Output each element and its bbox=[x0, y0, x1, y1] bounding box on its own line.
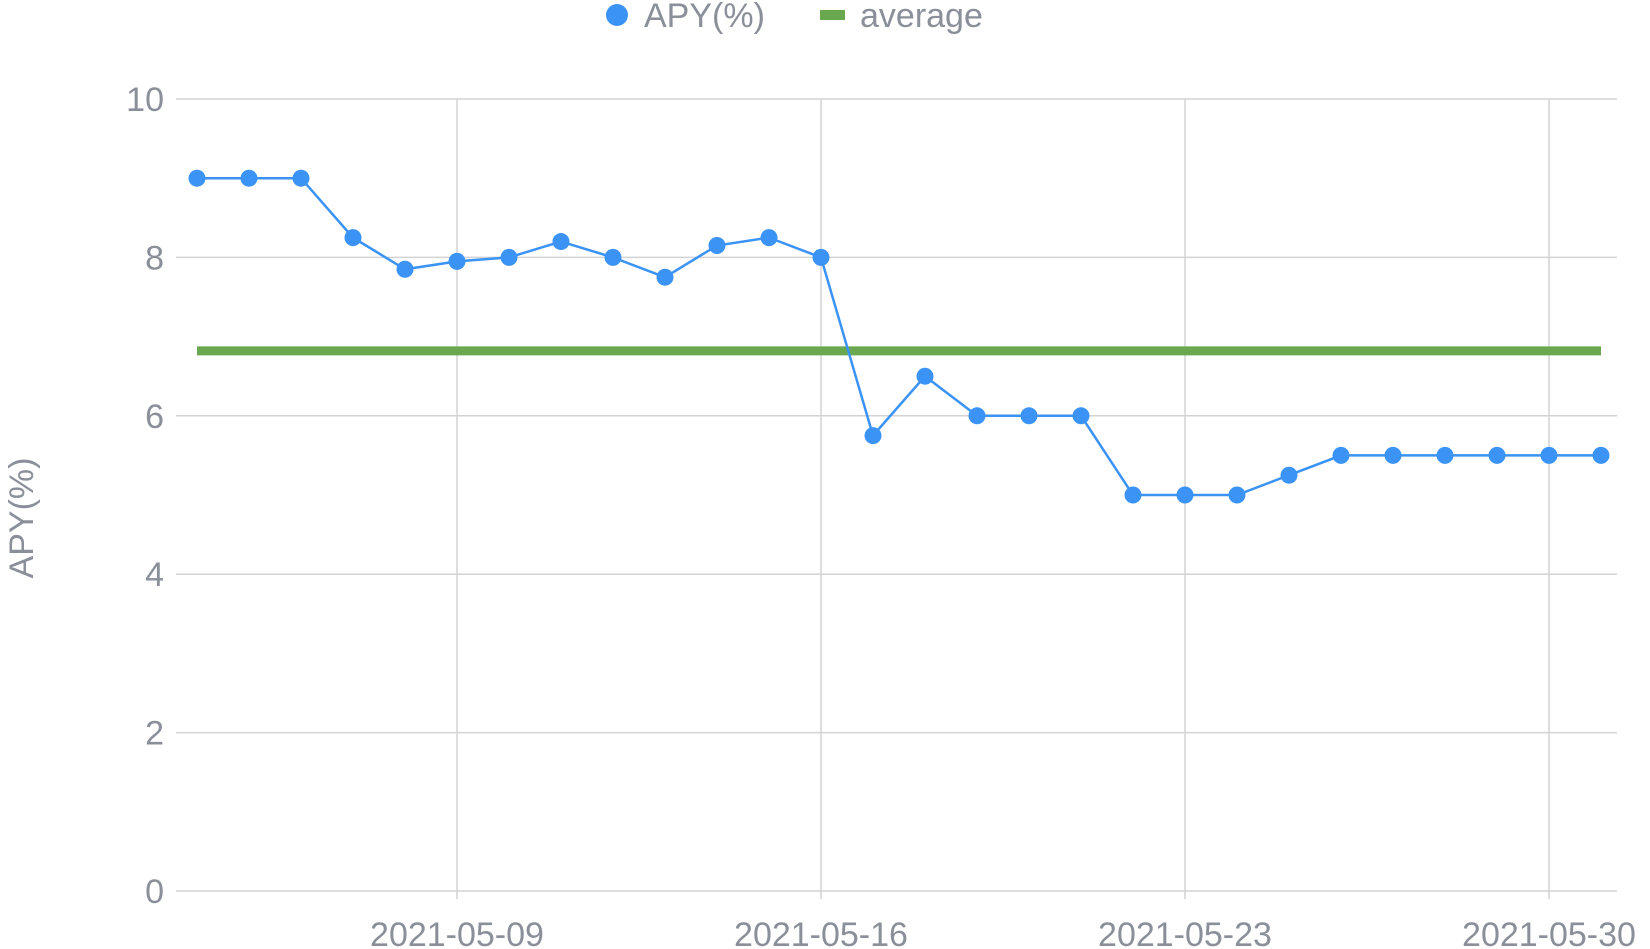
y-tick-label: 2 bbox=[145, 715, 164, 753]
apy-point bbox=[760, 229, 778, 247]
apy-point bbox=[1124, 486, 1142, 504]
x-tick-label: 2021-05-16 bbox=[734, 916, 908, 949]
y-tick-label: 6 bbox=[145, 398, 164, 436]
legend-average-label: average bbox=[860, 0, 983, 35]
apy-point bbox=[240, 169, 258, 187]
apy-point bbox=[1332, 446, 1350, 464]
apy-point bbox=[812, 248, 830, 266]
apy-point bbox=[292, 169, 310, 187]
apy-point bbox=[1592, 446, 1610, 464]
y-tick-label: 8 bbox=[145, 239, 164, 277]
apy-point bbox=[1540, 446, 1558, 464]
apy-point bbox=[1488, 446, 1506, 464]
y-tick-label: 10 bbox=[126, 81, 164, 119]
apy-point bbox=[916, 367, 934, 385]
apy-line bbox=[197, 176, 1601, 497]
apy-point bbox=[500, 248, 518, 266]
apy-point bbox=[1384, 446, 1402, 464]
x-tick-label: 2021-05-23 bbox=[1098, 916, 1272, 949]
legend-apy-label: APY(%) bbox=[644, 0, 765, 35]
legend: APY(%) average bbox=[606, 0, 983, 35]
x-gridlines bbox=[456, 99, 1550, 899]
apy-point bbox=[1020, 407, 1038, 425]
apy-point bbox=[968, 407, 986, 425]
apy-point bbox=[864, 427, 882, 445]
apy-point bbox=[1072, 407, 1090, 425]
apy-point bbox=[552, 233, 570, 251]
x-tick-label: 2021-05-09 bbox=[370, 916, 544, 949]
apy-point bbox=[1436, 446, 1454, 464]
apy-point bbox=[448, 252, 466, 270]
apy-point bbox=[1280, 466, 1298, 484]
apy-point bbox=[344, 229, 362, 247]
apy-point bbox=[188, 169, 206, 187]
apy-series bbox=[188, 169, 1610, 504]
apy-point bbox=[604, 248, 622, 266]
apy-point bbox=[1176, 486, 1194, 504]
y-gridlines bbox=[176, 98, 1617, 892]
apy-point bbox=[1228, 486, 1246, 504]
apy-point bbox=[656, 268, 674, 286]
y-tick-labels: 0 2 4 6 8 10 bbox=[126, 81, 164, 911]
x-tick-label: 2021-05-30 bbox=[1462, 916, 1636, 949]
y-axis-title: APY(%) bbox=[3, 458, 41, 579]
y-tick-label: 4 bbox=[145, 556, 164, 594]
legend-average-marker bbox=[820, 10, 845, 20]
apy-point bbox=[708, 237, 726, 255]
x-tick-labels: 2021-05-09 2021-05-16 2021-05-23 2021-05-30 bbox=[370, 916, 1636, 949]
apy-point bbox=[396, 260, 414, 278]
legend-apy-marker bbox=[606, 4, 628, 26]
y-tick-label: 0 bbox=[145, 873, 164, 911]
